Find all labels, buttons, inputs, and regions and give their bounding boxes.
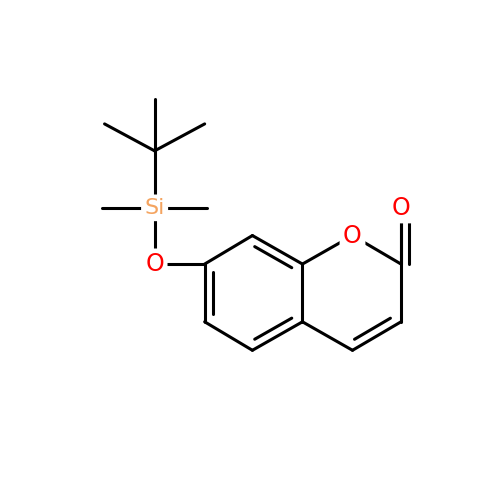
Text: Si: Si	[144, 198, 165, 218]
Text: O: O	[392, 196, 410, 220]
Text: O: O	[145, 252, 164, 276]
Text: O: O	[343, 224, 362, 248]
